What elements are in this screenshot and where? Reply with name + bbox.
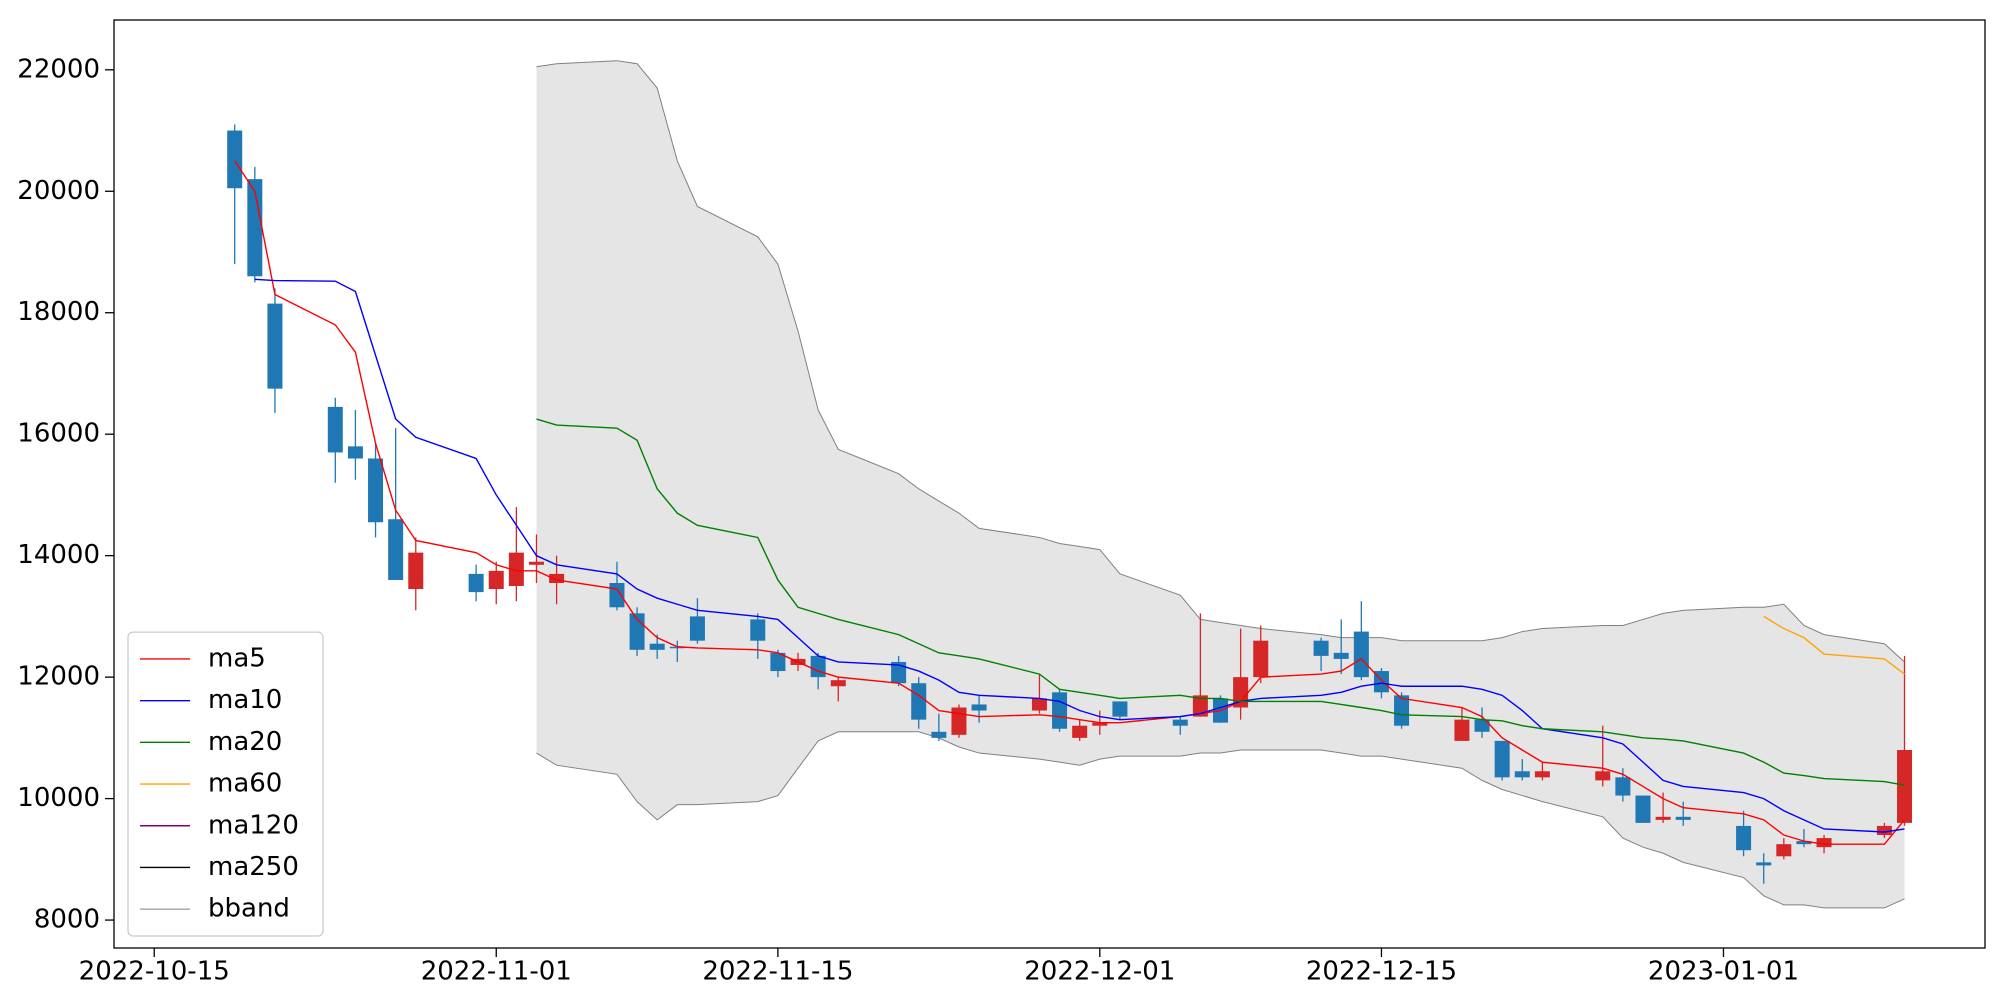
bband-lower (536, 731, 1905, 909)
ma-line (234, 160, 1906, 845)
candle-body (1514, 771, 1530, 778)
legend: ma5 ma10 ma20 ma60 ma120 ma250 bband (127, 631, 324, 937)
candle-body (830, 680, 846, 687)
x-tick-label: 2022-12-01 (1024, 957, 1175, 987)
legend-label: ma10 (208, 685, 282, 715)
candle-body (1756, 862, 1772, 866)
legend-label: ma120 (208, 810, 299, 840)
y-tick-label: 22000 (17, 54, 100, 84)
candle-body (1675, 816, 1691, 820)
plot-area (227, 60, 1913, 909)
candle-body (1534, 771, 1550, 778)
candle-body (1052, 692, 1068, 729)
candle-body (1474, 719, 1490, 732)
bband-upper (536, 60, 1905, 663)
candle-body (488, 570, 504, 590)
candle-body (327, 406, 343, 453)
candle-body (689, 616, 705, 641)
y-tick-label: 20000 (17, 176, 100, 206)
legend-box (127, 631, 324, 937)
y-tick-label: 16000 (17, 419, 100, 449)
y-tick-label: 14000 (17, 540, 100, 570)
candle-body (810, 655, 826, 678)
y-tick-label: 10000 (17, 783, 100, 813)
y-tick-label: 18000 (17, 297, 100, 327)
candle-body (971, 704, 987, 711)
candle-body (528, 561, 544, 565)
candle-body (891, 661, 907, 684)
bband-fill (536, 60, 1905, 908)
candle-body (408, 552, 424, 590)
candle-body (1595, 771, 1611, 781)
candle-body (1615, 777, 1631, 796)
candle-body (1233, 677, 1249, 708)
candle-body (1655, 816, 1671, 820)
ma-line (536, 418, 1905, 786)
candle-body (1635, 795, 1651, 823)
legend-label: ma5 (208, 643, 266, 673)
candle-body (468, 573, 484, 593)
candle-body (1876, 825, 1892, 836)
candle-body (669, 646, 685, 649)
plot-frame (113, 19, 1986, 949)
legend-label: ma60 (208, 769, 282, 799)
legend-label: ma20 (208, 727, 282, 757)
candle-body (1172, 719, 1188, 726)
candle-body (750, 619, 766, 641)
candle-body (1736, 825, 1752, 851)
candle-body (1796, 841, 1812, 845)
candle-body (1192, 695, 1208, 717)
candle-body (609, 582, 625, 608)
candle-body (649, 643, 665, 650)
candle-body (1072, 725, 1088, 738)
candle-body (247, 179, 263, 277)
candle-body (368, 458, 384, 523)
ma-line (1763, 615, 1905, 675)
candle-body (1394, 695, 1410, 726)
y-tick-label: 12000 (17, 662, 100, 692)
candle-body (1816, 838, 1832, 848)
candle-body (267, 303, 283, 389)
legend-label: bband (208, 894, 290, 924)
x-tick-label: 2022-10-15 (79, 957, 230, 987)
candle-body (1313, 640, 1329, 656)
x-tick-label: 2022-11-15 (702, 957, 853, 987)
candle-body (1092, 722, 1108, 726)
candle-body (508, 552, 524, 587)
candle-body (951, 707, 967, 735)
x-tick-label: 2022-11-01 (421, 957, 572, 987)
candle-body (1253, 640, 1269, 678)
candle-body (1494, 740, 1510, 778)
ma-line (254, 278, 1905, 833)
candle-body (1333, 652, 1349, 659)
candle-body (1454, 719, 1470, 741)
candle-body (549, 573, 565, 583)
candle-body (1776, 844, 1792, 857)
candle-body (770, 652, 786, 672)
x-tick-label: 2022-12-15 (1306, 957, 1457, 987)
candle-body (931, 731, 947, 738)
candle-body (1112, 701, 1128, 717)
candle-body (1353, 631, 1369, 678)
candle-body (1897, 750, 1913, 823)
candle-body (227, 130, 243, 189)
candle-body (388, 519, 404, 580)
candle-body (347, 446, 363, 459)
candle-body (911, 683, 927, 720)
y-tick-label: 8000 (34, 905, 100, 935)
x-tick-label: 2023-01-01 (1648, 957, 1799, 987)
legend-label: ma250 (208, 852, 299, 882)
candle-body (1031, 698, 1047, 711)
